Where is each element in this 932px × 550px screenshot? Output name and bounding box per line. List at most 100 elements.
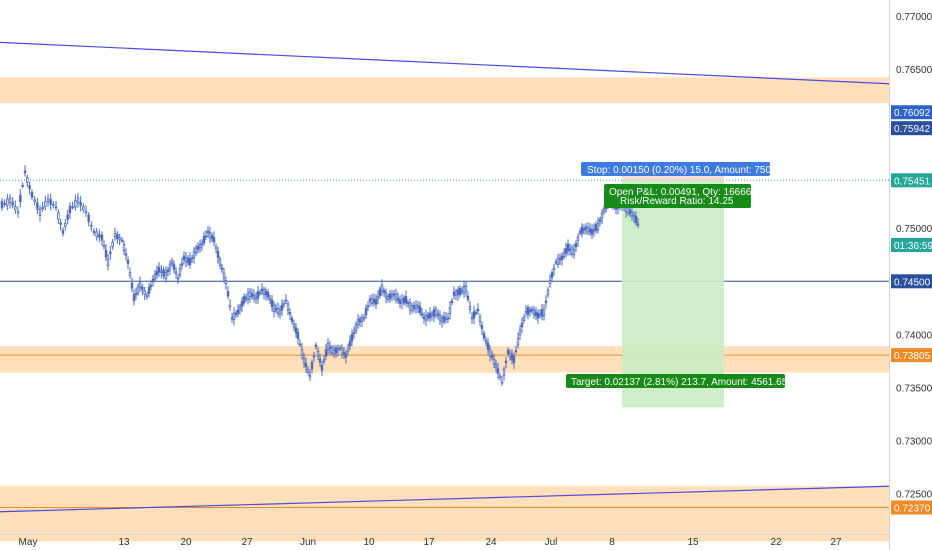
price-axis-labels: 0.77000 0.76500 0.75000 0.74000 0.73500 0.730… xyxy=(896,12,932,501)
candle-body xyxy=(386,296,390,301)
candle-body xyxy=(118,237,121,240)
candle-body xyxy=(626,207,630,214)
candle-body xyxy=(194,247,198,254)
candle-body xyxy=(272,304,276,313)
candle-body xyxy=(8,197,12,204)
candle-body xyxy=(506,349,510,354)
y-tick-0.73000: 0.73000 xyxy=(896,437,932,448)
candle xyxy=(398,295,402,309)
candle xyxy=(280,299,284,317)
candle xyxy=(157,262,161,278)
candle xyxy=(368,295,372,307)
candle-body xyxy=(336,348,340,351)
candle-body xyxy=(334,347,338,354)
candle-body xyxy=(71,206,74,209)
candle xyxy=(143,286,146,301)
candle xyxy=(33,195,36,206)
candle-body xyxy=(518,329,522,336)
candle xyxy=(262,286,266,300)
candle-body xyxy=(462,286,466,294)
candle-body xyxy=(268,298,272,301)
candle-body xyxy=(500,381,504,384)
axes[interactable] xyxy=(0,0,890,550)
candle xyxy=(61,227,65,237)
candle-body xyxy=(236,309,240,314)
candle-body xyxy=(180,263,184,266)
candle xyxy=(242,293,246,306)
candle-body xyxy=(28,185,31,190)
candle xyxy=(350,329,354,346)
price-tags: 01:36:59 0.775000.745000.738050.723700.7… xyxy=(891,105,932,515)
candle-body xyxy=(92,230,96,234)
candle-body xyxy=(592,228,596,232)
candle-body xyxy=(594,223,598,232)
candle-body xyxy=(151,278,155,282)
candle xyxy=(278,305,282,319)
candle-body xyxy=(306,368,310,373)
candle-body xyxy=(61,229,65,234)
candle-body xyxy=(206,230,210,234)
candle-body xyxy=(54,206,58,209)
candle xyxy=(520,317,524,333)
candle xyxy=(184,251,188,268)
candle xyxy=(378,286,382,299)
candle-body xyxy=(145,294,149,298)
candle xyxy=(238,303,242,315)
candle-body xyxy=(536,312,540,319)
candle-body xyxy=(153,274,157,280)
candle-body xyxy=(352,332,356,335)
candle xyxy=(234,310,238,318)
candle-body xyxy=(590,228,594,235)
candle xyxy=(372,293,376,307)
candle xyxy=(462,281,466,298)
background-zones xyxy=(0,77,889,542)
candle xyxy=(111,238,114,250)
long-position-tool[interactable] xyxy=(622,164,724,408)
position-labels: Stop: 0.00150 (0.20%) 15.0, Amount: 750 … xyxy=(566,162,788,388)
candle xyxy=(220,263,224,274)
candle xyxy=(196,242,200,254)
trendlines xyxy=(0,41,890,513)
candle xyxy=(274,303,278,314)
candle-body xyxy=(104,249,108,258)
candle-body xyxy=(320,364,324,371)
candle xyxy=(141,283,144,296)
candle-body xyxy=(428,312,432,319)
candle-body xyxy=(208,232,212,238)
candle xyxy=(132,289,136,306)
candle-body xyxy=(556,257,560,265)
candle-body xyxy=(406,302,410,305)
candle-body xyxy=(528,310,532,313)
candle-body xyxy=(14,206,17,211)
trendline-0 xyxy=(0,41,890,85)
candle xyxy=(212,231,216,247)
candle xyxy=(488,345,492,362)
candle-body xyxy=(384,292,388,298)
candle xyxy=(590,224,594,240)
candle-body xyxy=(394,293,398,301)
candle-body xyxy=(376,296,380,299)
candle-body xyxy=(634,215,638,224)
candle xyxy=(496,362,500,380)
candle-body xyxy=(46,198,50,203)
candle-body xyxy=(330,347,334,354)
candle xyxy=(362,314,366,322)
candle xyxy=(438,310,442,326)
candle-body xyxy=(244,297,248,300)
candle xyxy=(456,285,460,301)
candle-body xyxy=(502,368,506,377)
candle xyxy=(430,310,434,321)
y-tick-0.77000: 0.77000 xyxy=(896,12,932,23)
candle-body xyxy=(120,239,124,242)
candle xyxy=(79,196,82,212)
candle-body xyxy=(344,353,348,358)
candle xyxy=(134,287,138,300)
candle xyxy=(596,217,600,234)
candle xyxy=(200,239,204,251)
candle xyxy=(442,311,446,325)
candle xyxy=(230,313,234,323)
candle-body xyxy=(434,308,438,317)
candle-body xyxy=(422,316,426,320)
candle-body xyxy=(79,201,82,206)
